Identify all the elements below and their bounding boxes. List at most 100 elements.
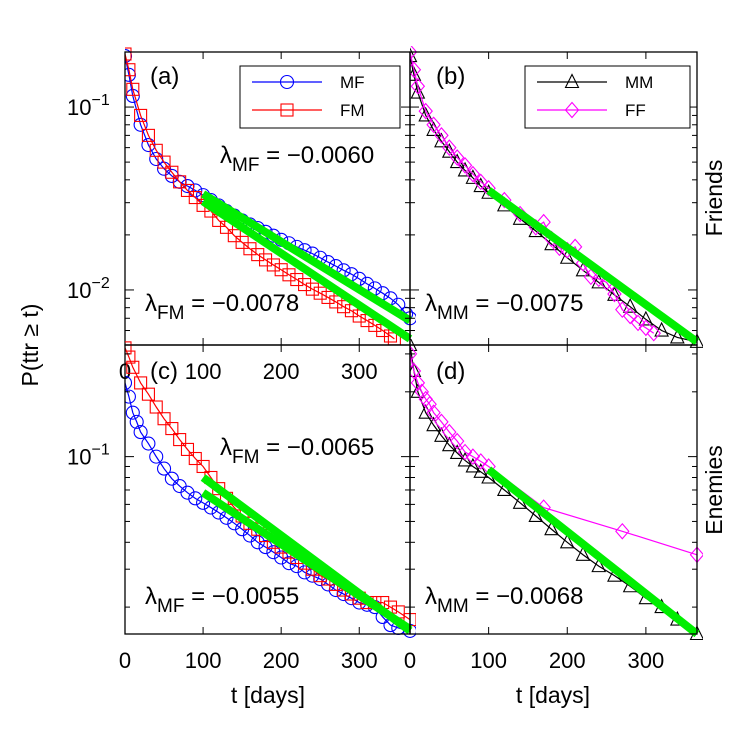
series-ff-point: [622, 307, 638, 325]
x-axis-label-right: t [days]: [516, 682, 590, 708]
series-ff-point: [442, 139, 457, 156]
series-mf-point: [133, 117, 148, 132]
fit-line-mf: [200, 190, 413, 324]
series-fm-point: [126, 82, 140, 96]
legend-entry-ff-marker: [564, 101, 580, 119]
series-fm-point: [196, 459, 210, 474]
series-ff-point: [410, 61, 422, 79]
legend-box: [239, 65, 401, 129]
fit-line-mm: [486, 466, 700, 638]
series-fm-point: [134, 108, 148, 122]
y-tick-exponent: −2: [91, 275, 109, 292]
lambda-symbol: λ: [425, 583, 437, 610]
series-mm-point: [575, 546, 591, 561]
series-mm-point: [410, 83, 426, 99]
series-mf-point: [156, 461, 172, 476]
series-ff-point: [583, 268, 599, 286]
lambda-symbol: λ: [220, 434, 232, 461]
plot-area: [410, 46, 703, 348]
series-fm-point: [321, 290, 335, 304]
legend: MF FM: [239, 65, 401, 129]
series-mm-point: [449, 444, 465, 460]
series-ff-point: [449, 432, 465, 450]
series-mm-point: [622, 297, 638, 313]
series-mf-point: [266, 545, 281, 560]
series-ff-point: [481, 179, 496, 197]
lambda-annotation: λMF = −0.0060: [220, 142, 374, 176]
y-tick-exponent: −1: [91, 92, 109, 109]
series-fm-point: [251, 248, 265, 262]
series-fm-point: [173, 433, 187, 447]
series-mm-point: [410, 339, 418, 352]
series-mf-point: [141, 436, 156, 451]
lambda-symbol: λ: [425, 290, 437, 317]
series-mm-point: [559, 533, 575, 549]
series-ff-point: [410, 374, 426, 392]
series-fm-point: [173, 175, 187, 189]
legend-entry-mm-marker: [564, 73, 580, 89]
series-ff-point: [410, 46, 418, 61]
lambda-subscript: MM: [437, 303, 469, 324]
series-mm-point: [528, 507, 544, 523]
series-mm-point: [591, 557, 607, 573]
lambda-value: = −0.0075: [469, 290, 584, 317]
series-fm-point: [282, 268, 296, 282]
x-tick-label: 300: [628, 648, 665, 673]
series-fm-point: [141, 128, 155, 142]
panel-tag: (c): [150, 358, 178, 385]
lambda-value: = −0.0065: [259, 434, 374, 461]
lambda-subscript: FM: [157, 303, 184, 324]
series-mm-point: [465, 457, 481, 473]
series-fm-point: [180, 442, 195, 456]
series-ff-point: [473, 173, 488, 191]
series-fm-line: [125, 53, 395, 340]
series-ff-point: [418, 102, 433, 120]
panel-tag: (a): [150, 63, 179, 90]
series-ff-point: [638, 319, 654, 337]
legend-entry-mm-label: MM: [625, 73, 653, 92]
series-mf-point: [250, 535, 265, 550]
series-ff-point: [630, 314, 646, 332]
series-fm-point: [290, 272, 304, 287]
plot-area: [125, 47, 416, 346]
series-mm-point: [654, 321, 670, 337]
series-fm-point: [125, 47, 132, 61]
x-tick-label: 200: [263, 648, 300, 673]
series-fm-point: [298, 278, 312, 292]
lambda-annotation: λFM = −0.0065: [220, 434, 374, 468]
series-fm-point: [149, 143, 163, 157]
series-fm-point: [337, 300, 351, 314]
series-ff-point: [426, 116, 441, 134]
legend-entry-mf-label: MF: [340, 73, 365, 92]
lambda-value: = −0.0060: [259, 142, 374, 169]
series-fm-point: [180, 183, 195, 197]
lambda-subscript: MF: [157, 596, 184, 617]
lambda-value: = −0.0078: [184, 290, 299, 317]
y-tick-label: 10−2: [67, 275, 110, 303]
series-mm-point: [607, 286, 622, 301]
series-fm-point: [125, 341, 132, 355]
series-mf-point: [274, 550, 289, 565]
series-mf-point: [149, 449, 164, 464]
series-ff-point: [422, 395, 437, 413]
lambda-annotation: λMM = −0.0068: [425, 583, 583, 617]
series-fm-point: [258, 253, 273, 267]
series-mm-point: [559, 249, 575, 264]
fit-line-fm: [200, 198, 413, 343]
panel-tag: (b): [436, 63, 465, 90]
series-ff-point: [646, 324, 661, 342]
series-fm-point: [266, 258, 280, 272]
lambda-symbol: λ: [220, 142, 232, 169]
series-fm-point: [157, 412, 171, 426]
x-tick-label: 300: [341, 359, 378, 384]
legend-box: [524, 65, 691, 129]
lambda-annotation: λMM = −0.0075: [425, 290, 583, 324]
y-tick-label: 10−1: [67, 442, 110, 470]
series-fm-point: [352, 309, 366, 323]
series-ff-point: [457, 157, 473, 174]
panel-d: 0 100 200 300 (d) λMM = −0.0068: [404, 339, 703, 673]
legend-entry-fm-marker: [280, 103, 294, 117]
